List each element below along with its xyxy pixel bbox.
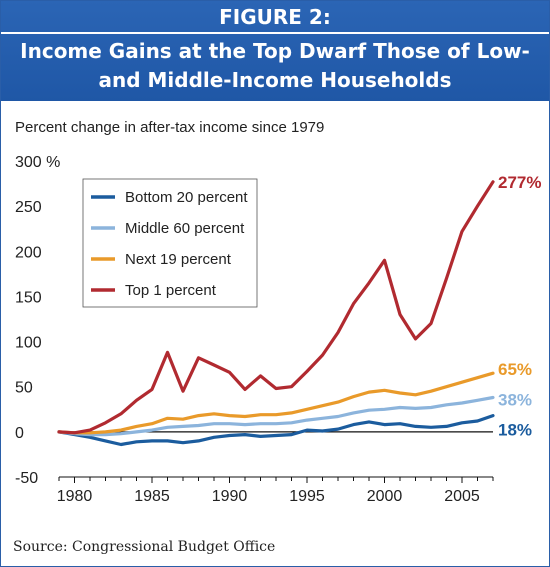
y-tick-label: 300 % <box>15 154 60 171</box>
y-tick-label: 150 <box>15 289 42 306</box>
y-tick-label: 50 <box>15 380 33 397</box>
figure-label: FIGURE 2: <box>219 5 331 29</box>
x-tick-label: 2000 <box>367 488 403 505</box>
y-tick-label: 0 <box>15 425 24 442</box>
series-line <box>57 180 495 435</box>
series-end-label: 277% <box>498 173 541 192</box>
legend-label: Bottom 20 percent <box>125 189 248 206</box>
banner-divider <box>1 32 549 34</box>
series-end-label: 65% <box>498 360 532 379</box>
figure-title: Income Gains at the Top Dwarf Those of L… <box>20 39 530 92</box>
legend-label: Top 1 percent <box>125 282 217 299</box>
legend-label: Next 19 percent <box>125 251 232 268</box>
legend-label: Middle 60 percent <box>125 220 245 237</box>
y-axis-label: Percent change in after-tax income since… <box>15 119 324 136</box>
series-end-label: 38% <box>498 391 532 410</box>
x-tick-label: 1995 <box>289 488 325 505</box>
series-line <box>57 371 495 435</box>
x-tick-label: 1980 <box>57 488 93 505</box>
series-end-label: 18% <box>498 421 532 440</box>
x-tick-label: 1990 <box>212 488 248 505</box>
y-tick-label: 250 <box>15 199 42 216</box>
x-tick-label: 1985 <box>134 488 170 505</box>
legend-box <box>82 178 258 308</box>
line-chart: Percent change in after-tax income since… <box>15 119 541 505</box>
source-note: Source: Congressional Budget Office <box>13 539 276 555</box>
series-line <box>57 414 495 447</box>
y-tick-label: -50 <box>15 470 38 487</box>
series-line <box>57 395 495 437</box>
y-tick-label: 200 <box>15 244 42 261</box>
figure-banner: FIGURE 2: Income Gains at the Top Dwarf … <box>1 1 549 101</box>
x-tick-label: 2005 <box>444 488 480 505</box>
y-tick-label: 100 <box>15 335 42 352</box>
